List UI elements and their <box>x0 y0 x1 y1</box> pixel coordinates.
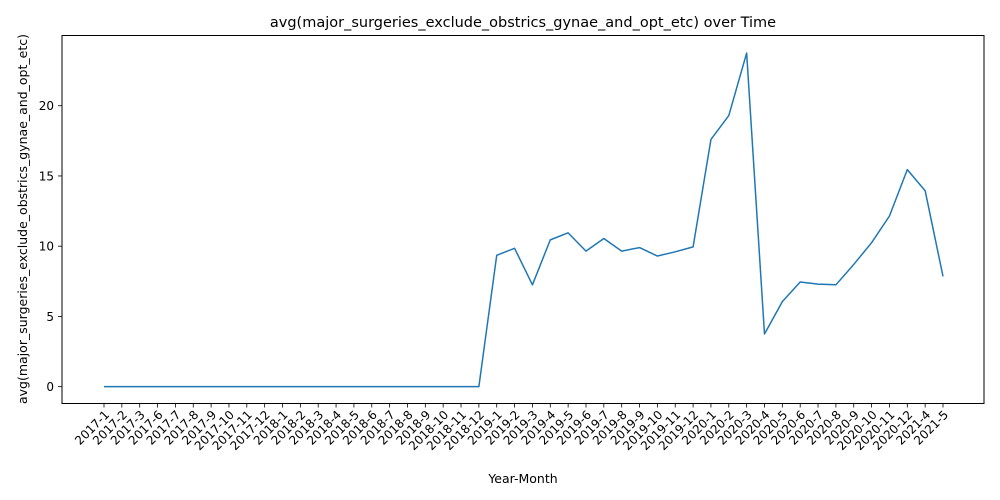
y-tick-label: 5 <box>46 310 54 324</box>
data-point <box>888 215 890 217</box>
y-axis: 0 5 10 15 20 <box>39 99 62 394</box>
y-axis-label: avg(major_surgeries_exclude_obstrics_gyn… <box>15 34 30 404</box>
data-point <box>781 301 783 303</box>
data-point <box>139 386 141 388</box>
series-points <box>103 52 944 388</box>
data-point <box>282 386 284 388</box>
data-point <box>121 386 123 388</box>
data-point <box>371 386 373 388</box>
y-tick-label: 20 <box>39 99 54 113</box>
y-tick-label: 0 <box>46 380 54 394</box>
data-point <box>424 386 426 388</box>
data-point <box>656 255 658 257</box>
data-point <box>871 242 873 244</box>
y-tick-label: 10 <box>39 240 54 254</box>
plot-frame <box>61 35 985 404</box>
data-point <box>603 237 605 239</box>
plot-area <box>61 35 985 404</box>
data-point <box>264 386 266 388</box>
data-point <box>335 386 337 388</box>
data-point <box>549 239 551 241</box>
data-point <box>567 232 569 234</box>
data-point <box>621 250 623 252</box>
data-point <box>728 115 730 117</box>
data-point <box>906 169 908 171</box>
series-line <box>104 52 944 388</box>
data-point <box>460 386 462 388</box>
data-point <box>174 386 176 388</box>
data-point <box>317 386 319 388</box>
data-point <box>228 386 230 388</box>
data-point <box>103 386 105 388</box>
data-point <box>746 52 748 54</box>
data-point <box>817 283 819 285</box>
data-point <box>192 386 194 388</box>
data-point <box>942 275 944 277</box>
data-point <box>692 246 694 248</box>
data-point <box>514 247 516 249</box>
data-point <box>799 281 801 283</box>
data-point <box>478 386 480 388</box>
data-point <box>924 190 926 192</box>
data-point <box>853 263 855 265</box>
data-point <box>389 386 391 388</box>
data-point <box>835 284 837 286</box>
x-axis: 2017-12017-22017-32017-62017-72017-82017… <box>72 403 951 453</box>
data-point <box>585 250 587 252</box>
data-point <box>210 386 212 388</box>
x-axis-label: Year-Month <box>487 471 557 486</box>
data-point <box>496 254 498 256</box>
chart-title: avg(major_surgeries_exclude_obstrics_gyn… <box>270 15 776 31</box>
data-point <box>763 333 765 335</box>
y-tick-label: 15 <box>39 169 54 183</box>
data-point <box>710 138 712 140</box>
data-point <box>299 386 301 388</box>
data-point <box>406 386 408 388</box>
data-point <box>157 386 159 388</box>
data-point <box>442 386 444 388</box>
data-point <box>674 251 676 253</box>
data-point <box>353 386 355 388</box>
data-point <box>246 386 248 388</box>
data-point <box>531 284 533 286</box>
data-point <box>639 247 641 249</box>
